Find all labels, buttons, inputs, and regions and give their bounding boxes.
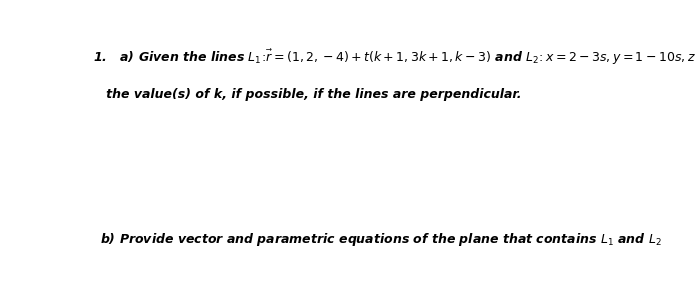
Text: 1.   a) Given the lines $L_1\!:\!\vec{r} = (1,2,-4) + t(k+1,3k+1,k-3)$ and $L_2\: 1. a) Given the lines $L_1\!:\!\vec{r} =… <box>93 48 696 68</box>
Text: b) Provide vector and parametric equations of the plane that contains $L_1$ and : b) Provide vector and parametric equatio… <box>100 231 662 248</box>
Text: the value(s) of k, if possible, if the lines are perpendicular.: the value(s) of k, if possible, if the l… <box>93 88 522 102</box>
